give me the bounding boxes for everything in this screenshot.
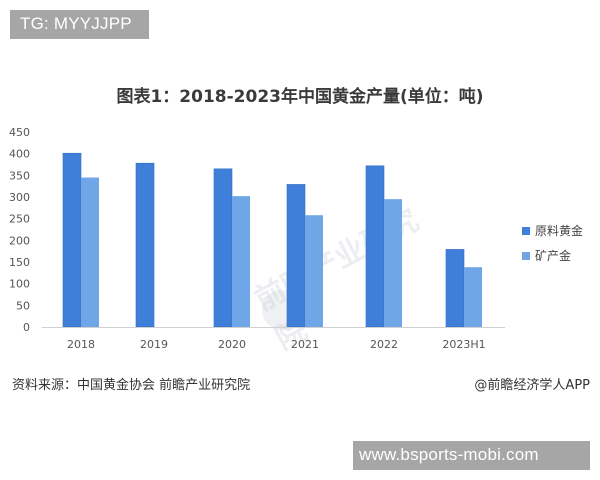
url-watermark-badge: www.bsports-mobi.com — [353, 441, 590, 470]
bar-raw-gold-2022 — [365, 165, 385, 328]
y-tick-label: 400 — [9, 148, 30, 161]
y-tick-label: 50 — [16, 299, 30, 312]
legend-swatch-mine-gold — [522, 251, 530, 260]
y-tick-label: 450 — [9, 126, 30, 139]
bar-mine-gold-2020 — [232, 196, 250, 327]
x-tick-label: 2019 — [140, 338, 168, 351]
x-tick-label: 2018 — [67, 338, 95, 351]
legend-label-mine-gold: 矿产金 — [535, 249, 572, 263]
legend-item-raw-gold: 原料黄金 — [522, 218, 583, 243]
y-tick-label: 350 — [9, 169, 30, 182]
bar-raw-gold-2020 — [213, 168, 233, 328]
channel-watermark-badge: TG: MYYJJPP — [10, 10, 149, 39]
y-tick-label: 150 — [9, 256, 30, 269]
bar-raw-gold-2021 — [286, 184, 306, 328]
x-tick-label: 2020 — [218, 338, 246, 351]
y-tick-label: 300 — [9, 191, 30, 204]
chart-plot-area: 0 50 100 150 200 250 300 350 400 450 2018 2019 2020 2… — [9, 126, 505, 351]
bar-mine-gold-2021 — [305, 215, 323, 327]
chart-legend: 原料黄金 矿产金 — [522, 218, 583, 268]
bar-chart: 前瞻产业研究院 0 50 100 150 200 250 300 350 400 450 2018 2… — [0, 110, 600, 360]
x-tick-label: 2022 — [370, 338, 398, 351]
bar-mine-gold-2023H1 — [464, 267, 482, 327]
x-tick-label: 2021 — [291, 338, 319, 351]
bar-mine-gold-2022 — [384, 199, 402, 327]
chart-title: 图表1：2018-2023年中国黄金产量(单位：吨) — [116, 87, 484, 107]
y-tick-label: 200 — [9, 234, 30, 247]
bar-raw-gold-2023H1 — [445, 249, 465, 328]
y-tick-label: 0 — [23, 321, 30, 334]
data-source-note: 资料来源：中国黄金协会 前瞻产业研究院 — [12, 378, 251, 393]
credit-note: @前瞻经济学人APP — [474, 378, 590, 393]
legend-item-mine-gold: 矿产金 — [522, 243, 583, 268]
x-tick-label: 2023H1 — [442, 338, 485, 351]
y-tick-label: 100 — [9, 278, 30, 291]
y-tick-label: 250 — [9, 213, 30, 226]
bar-raw-gold-2019 — [135, 162, 155, 328]
legend-swatch-raw-gold — [522, 226, 530, 235]
bar-mine-gold-2018 — [81, 177, 99, 327]
bar-raw-gold-2018 — [62, 152, 82, 328]
legend-label-raw-gold: 原料黄金 — [535, 224, 584, 238]
